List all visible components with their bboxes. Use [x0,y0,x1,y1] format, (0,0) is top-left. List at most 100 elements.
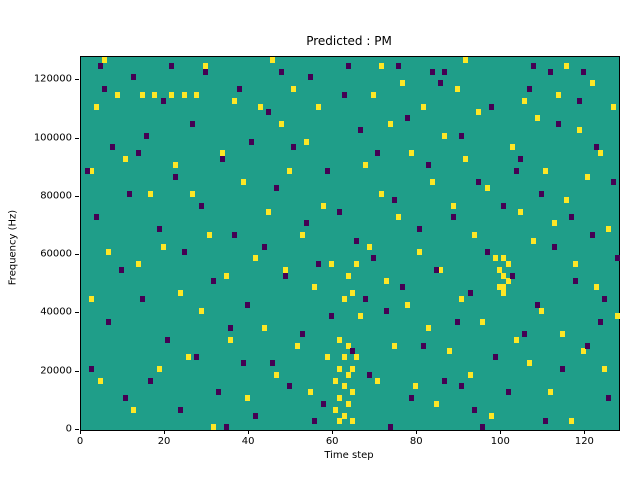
heatmap-cell-high [139,91,145,98]
heatmap-cell-high [505,278,511,285]
heatmap-cell-low [534,301,540,308]
heatmap-cell-high [408,150,414,157]
heatmap-cell-high [240,179,246,186]
y-tick-mark [75,312,79,314]
heatmap-cell-low [614,255,620,262]
heatmap-cell-low [417,226,423,233]
heatmap-cell-high [543,167,549,174]
heatmap-cell-high [202,62,208,69]
heatmap-cell-high [501,290,507,297]
chart-title: Predicted : PM [306,34,392,48]
heatmap-cell-low [522,330,528,337]
heatmap-plot-area [80,56,620,431]
y-tick-mark [75,137,79,139]
heatmap-cell-high [501,284,507,291]
heatmap-cell-high [295,342,301,349]
heatmap-cell-low [291,144,297,151]
heatmap-cell-low [177,406,183,413]
heatmap-cell-high [177,290,183,297]
heatmap-cell-low [476,179,482,186]
heatmap-cell-high [152,91,158,98]
heatmap-cell-low [450,214,456,221]
heatmap-cell-high [341,412,347,419]
heatmap-cell-high [261,325,267,332]
heatmap-cell-high [513,336,519,343]
heatmap-cell-high [219,150,225,157]
heatmap-cell-low [455,319,461,326]
x-tick-mark [248,430,250,434]
x-tick-label: 120 [574,436,594,447]
heatmap-cell-high [106,249,112,256]
heatmap-cell-high [278,121,284,128]
heatmap-cell-low [547,68,553,75]
heatmap-cell-low [350,348,355,355]
heatmap-cell-high [341,383,347,390]
heatmap-cell-high [307,389,313,396]
heatmap-cell-low [93,214,99,221]
heatmap-cell-high [497,284,503,291]
heatmap-cell-high [463,57,469,63]
heatmap-cell-high [429,179,435,186]
heatmap-cell-high [257,103,263,110]
heatmap-cell-high [392,342,398,349]
heatmap-cell-low [223,424,229,431]
heatmap-cell-low [341,91,347,98]
heatmap-cell-low [484,249,490,256]
x-tick-label: 80 [409,436,423,447]
heatmap-cell-low [572,278,578,285]
heatmap-cell-low [438,80,444,87]
heatmap-cell-low [543,418,549,425]
heatmap-cell-low [173,173,179,180]
heatmap-cell-high [446,348,452,355]
y-tick-label: 100000 [33,132,72,144]
heatmap-cell-low [597,319,603,326]
heatmap-cell-high [358,313,364,320]
heatmap-cell-high [350,389,355,396]
heatmap-cell-low [492,354,498,361]
heatmap-cell-low [442,377,448,384]
heatmap-cell-low [320,400,326,407]
heatmap-cell-low [362,295,368,302]
heatmap-cell-low [387,424,393,431]
heatmap-cell-high [379,191,385,198]
heatmap-cell-high [471,231,477,238]
heatmap-cell-low [278,68,284,75]
x-axis-label: Time step [324,450,374,461]
heatmap-cell-high [345,272,351,279]
heatmap-cell-high [324,354,330,361]
heatmap-cell-high [341,295,347,302]
heatmap-cell-low [270,360,276,367]
heatmap-cell-high [320,202,326,209]
heatmap-cell-high [160,243,166,250]
heatmap-cell-high [186,354,192,361]
heatmap-cell-high [484,185,490,192]
heatmap-cell-high [244,395,250,402]
heatmap-cell-high [467,371,473,378]
y-tick-mark [75,79,79,81]
heatmap-cell-low [345,62,351,69]
heatmap-cell-low [236,86,242,93]
heatmap-cell-low [228,325,234,332]
heatmap-cell-high [396,214,402,221]
heatmap-cell-high [593,284,599,291]
heatmap-cell-high [354,354,360,361]
heatmap-cell-low [530,62,536,69]
heatmap-cell-low [526,86,532,93]
heatmap-cell-high [413,383,419,390]
heatmap-cell-high [316,103,322,110]
heatmap-cell-high [312,284,318,291]
heatmap-cell-low [240,360,246,367]
heatmap-cell-low [127,191,133,198]
y-tick-label: 0 [65,423,72,435]
heatmap-cell-low [118,266,124,273]
heatmap-cell-high [337,418,343,425]
heatmap-cell-high [450,202,456,209]
heatmap-cell-high [89,295,95,302]
x-tick-mark [416,430,418,434]
y-tick-mark [75,254,79,256]
heatmap-cell-high [354,260,360,267]
heatmap-cell-low [215,389,221,396]
heatmap-cell-low [606,395,612,402]
heatmap-cell-high [89,167,95,174]
heatmap-cell-low [505,389,511,396]
